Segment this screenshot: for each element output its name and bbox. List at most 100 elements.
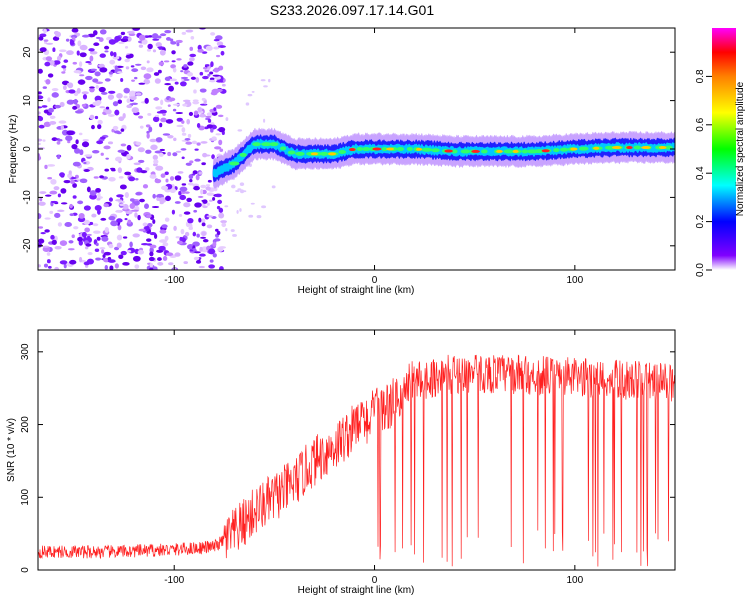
noise-speckle [142,222,148,227]
noise-speckle [81,231,87,238]
noise-speckle [149,232,157,236]
noise-speckle [109,265,114,270]
noise-speckle [200,188,204,195]
noise-speckle [63,59,69,63]
noise-speckle [185,141,193,145]
noise-speckle [44,217,51,220]
track-blob [578,146,589,151]
x-tick-label: -100 [164,575,184,586]
noise-speckle [95,81,104,84]
noise-speckle [38,68,43,74]
noise-speckle [211,136,217,141]
noise-speckle [112,125,119,131]
noise-speckle [131,79,135,82]
noise-speckle [122,112,126,119]
faint-speckle [230,229,235,233]
noise-speckle [114,109,120,116]
noise-speckle [82,138,89,142]
noise-speckle [175,39,183,44]
noise-speckle [99,136,106,140]
colorbar-tick-label: 0.0 [695,263,706,277]
noise-speckle [56,55,62,61]
y-tick-label: 0 [20,567,31,573]
noise-speckle [42,86,47,89]
noise-speckle [204,64,210,67]
track-peak [386,147,395,151]
track-blob [406,147,413,151]
noise-speckle [97,192,101,198]
noise-speckle [201,218,206,224]
noise-speckle [152,49,157,53]
noise-speckle [194,202,202,208]
noise-speckle [114,35,122,42]
y-tick-label: -20 [22,238,33,253]
x-tick-label: 100 [566,575,583,586]
noise-speckle [184,231,190,237]
noise-speckle [190,76,196,80]
noise-speckle [213,107,217,111]
noise-speckle [195,260,202,264]
noise-speckle [51,239,57,245]
noise-speckle [81,34,90,38]
noise-speckle [68,240,74,244]
noise-speckle [151,33,159,40]
noise-speckle [165,178,169,183]
noise-speckle [214,75,221,80]
noise-speckle [178,191,182,196]
noise-speckle [149,247,154,254]
noise-speckle [120,128,125,132]
noise-speckle [146,214,152,219]
noise-speckle [78,213,85,219]
noise-speckle [96,236,101,241]
colorbar-tick-label: 0.4 [695,166,706,180]
spectrogram-xlabel: Height of straight line (km) [298,285,415,296]
noise-speckle [57,193,61,198]
noise-speckle [154,178,162,184]
noise-speckle [213,38,220,42]
noise-speckle [119,203,125,207]
noise-speckle [212,253,217,258]
track-peak [328,152,337,156]
noise-speckle [39,47,47,53]
noise-speckle [104,78,111,82]
noise-speckle [77,79,86,85]
noise-speckle [117,224,122,231]
noise-speckle [154,150,163,154]
noise-speckle [79,52,87,58]
noise-speckle [114,263,119,269]
noise-speckle [142,184,149,189]
noise-speckle [112,101,119,107]
noise-speckle [49,120,57,125]
noise-speckle [94,71,101,77]
noise-speckle [186,244,195,250]
noise-speckle [54,104,61,109]
noise-speckle [129,95,137,101]
noise-speckle [131,102,138,105]
noise-speckle [162,256,168,262]
noise-speckle [115,199,123,202]
noise-speckle [93,30,98,36]
noise-speckle [55,31,61,38]
noise-speckle [38,95,44,100]
faint-speckle [239,182,245,187]
y-tick-label: 10 [22,95,33,107]
faint-speckle [224,205,229,208]
noise-speckle [145,124,151,128]
noise-speckle [215,228,219,232]
noise-speckle [169,187,176,194]
noise-speckle [176,124,184,128]
noise-speckle [146,132,150,139]
noise-speckle [183,261,188,264]
snr-xlabel: Height of straight line (km) [298,585,415,596]
noise-speckle [217,246,224,252]
noise-speckle [215,104,223,109]
noise-speckle [135,177,139,181]
noise-speckle [207,118,212,123]
noise-speckle [38,201,46,206]
noise-speckle [99,67,108,73]
noise-speckle [135,141,142,146]
noise-speckle [131,68,139,73]
noise-speckle [47,265,52,269]
noise-speckle [220,50,225,56]
noise-speckle [116,242,122,249]
